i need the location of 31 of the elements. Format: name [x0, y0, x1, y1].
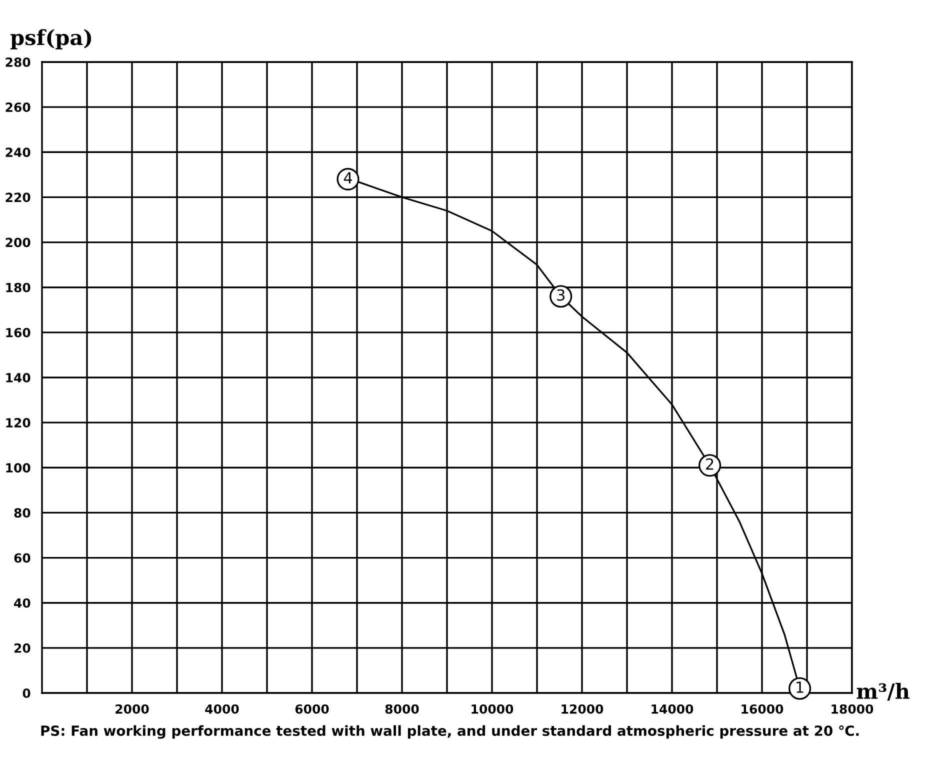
y-tick-label: 240 — [6, 148, 30, 158]
x-tick-label: 6000 — [295, 704, 329, 714]
y-tick-label: 20 — [14, 643, 30, 653]
x-axis-title: m³/h — [856, 682, 910, 701]
x-tick-label: 14000 — [652, 704, 694, 714]
y-tick-label: 0 — [22, 688, 30, 698]
y-tick-label: 280 — [6, 57, 30, 67]
y-tick-label: 40 — [14, 598, 30, 608]
y-tick-label: 160 — [6, 328, 30, 338]
text: PS: Fan working performance tested with wall plate, and under standard atmospheric pressure at 20 ℃. — [41, 725, 859, 739]
x-tick-label: 2000 — [116, 704, 149, 714]
y-tick-label: 180 — [6, 282, 30, 292]
y-tick-label: 260 — [6, 102, 30, 112]
y-tick-label: 100 — [6, 463, 30, 473]
annotation: 3 — [557, 289, 564, 301]
x-tick-label: 10000 — [472, 704, 514, 714]
y-tick-label: 60 — [14, 553, 30, 563]
x-tick-label: 4000 — [205, 704, 239, 714]
y-tick-label: 200 — [6, 238, 30, 248]
annotation: 2 — [706, 458, 714, 470]
y-tick-label: 140 — [6, 372, 30, 382]
x-tick-label: 16000 — [742, 704, 784, 714]
y-tick-label: 80 — [14, 508, 30, 518]
annotation: 4 — [344, 172, 352, 184]
x-tick-label: 12000 — [562, 704, 604, 714]
annotation: 1 — [796, 682, 804, 693]
y-tick-label: 120 — [6, 418, 30, 428]
y-axis-title: psf(pa) — [10, 29, 92, 50]
x-tick-label: 18000 — [832, 704, 874, 714]
y-tick-label: 220 — [6, 192, 30, 202]
x-tick-label: 8000 — [385, 704, 419, 714]
